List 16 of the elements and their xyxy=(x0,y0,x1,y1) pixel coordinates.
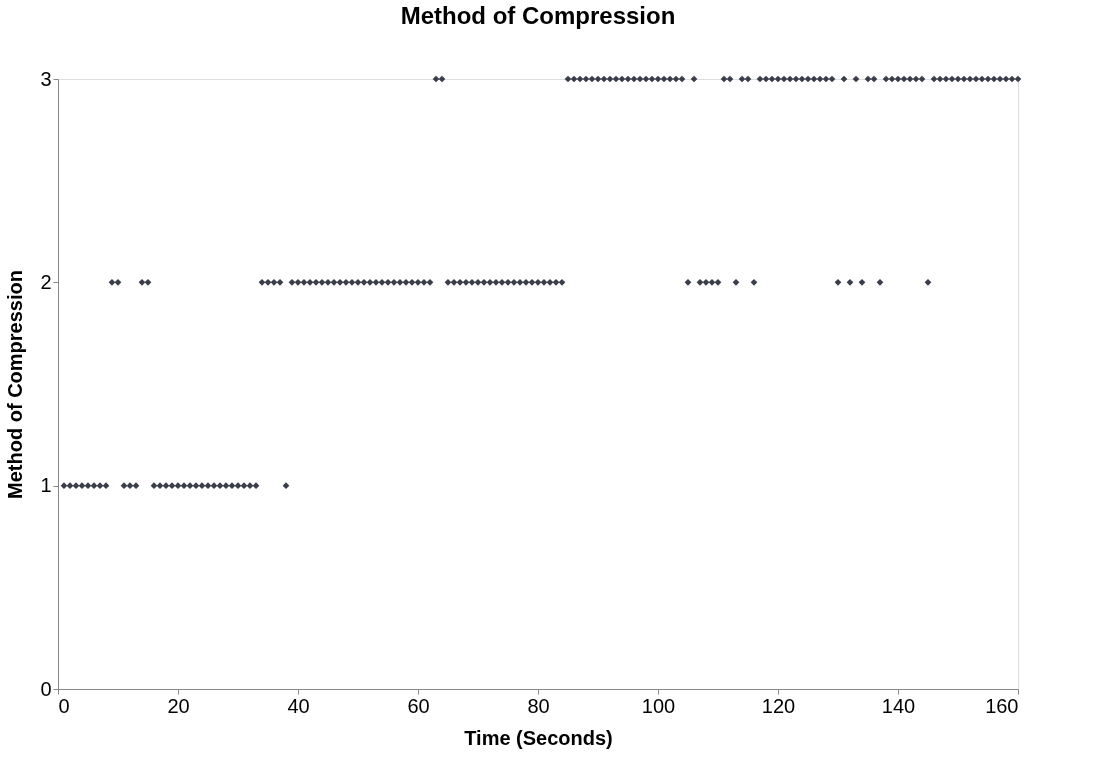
x-tick-label: 100 xyxy=(641,694,676,717)
chart-title: Method of Compression xyxy=(400,2,676,29)
y-tick-label: 2 xyxy=(40,270,52,293)
x-tick-label: 0 xyxy=(58,694,70,717)
x-axis-title: Time (Seconds) xyxy=(464,726,613,749)
x-tick-label: 60 xyxy=(407,694,430,717)
x-tick-label: 120 xyxy=(761,694,796,717)
y-tick-label: 0 xyxy=(40,677,52,700)
x-tick-label: 160 xyxy=(985,694,1019,717)
y-tick-label: 1 xyxy=(40,474,52,497)
y-tick-label: 3 xyxy=(40,67,52,90)
x-tick-label: 40 xyxy=(287,694,310,717)
x-tick-label: 80 xyxy=(527,694,550,717)
y-axis-title: Method of Compression xyxy=(4,270,27,499)
x-tick-label: 20 xyxy=(167,694,190,717)
x-tick-label: 140 xyxy=(881,694,916,717)
